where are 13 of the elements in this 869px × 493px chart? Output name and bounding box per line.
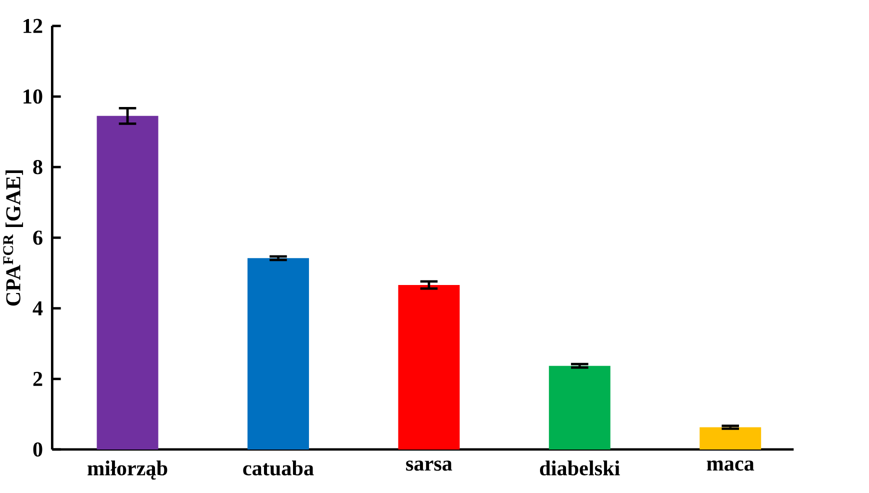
x-tick-label: sarsa	[406, 460, 452, 471]
y-tick-label: 10	[24, 90, 42, 104]
y-tick-label: 8	[33, 160, 42, 174]
x-tick-label: catuaba	[243, 460, 314, 476]
x-tick-label: diabelski	[540, 460, 620, 476]
y-tick-label: 12	[24, 19, 42, 34]
y-tick-label: 0	[33, 442, 42, 457]
y-tick-label: 6	[33, 230, 42, 245]
y-tick-label: 2	[33, 372, 42, 386]
x-tick-label: miłorząb	[88, 460, 168, 480]
y-tick-label: 4	[32, 301, 43, 316]
y-axis-title: CPA$^{FCR}$ [GAE]	[3, 170, 24, 306]
x-tick-label: maca	[706, 460, 754, 471]
